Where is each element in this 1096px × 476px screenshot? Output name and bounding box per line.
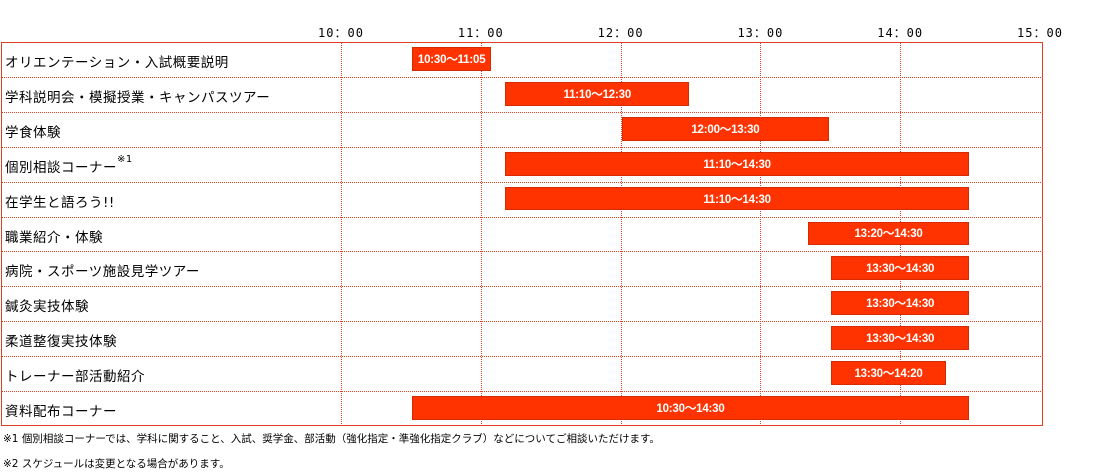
time-bar: 11:10〜14:30	[505, 186, 970, 211]
time-tick-label: 12：00	[597, 26, 644, 40]
event-label: オリエンテーション・入試概要説明	[5, 51, 229, 71]
event-label: 資料配布コーナー	[5, 400, 117, 420]
row-divider	[1, 76, 1043, 78]
time-bar: 13:30〜14:30	[831, 291, 970, 316]
time-bar: 12:00〜13:30	[621, 116, 830, 141]
time-tick-label: 10：00	[318, 26, 364, 40]
event-label: 職業紹介・体験	[5, 226, 103, 246]
time-bar: 10:30〜14:30	[411, 396, 970, 420]
time-bar: 10:30〜11:05	[411, 47, 492, 71]
row-divider	[1, 356, 1043, 358]
time-bar-label: 10:30〜14:30	[656, 402, 725, 415]
time-bar: 13:30〜14:30	[831, 326, 970, 351]
time-bar-label: 11:10〜14:30	[703, 158, 771, 171]
time-bar-label: 11:10〜12:30	[563, 88, 632, 101]
footnote: ※1 個別相談コーナーでは、学科に関すること、入試、奨学金、部活動（強化指定・準…	[3, 433, 660, 445]
row-divider	[1, 286, 1043, 288]
row-divider	[1, 391, 1043, 392]
event-label: 在学生と語ろう!!	[5, 191, 115, 211]
event-label: 病院・スポーツ施設見学ツアー	[5, 260, 200, 280]
time-bar-label: 11:10〜14:30	[703, 193, 771, 206]
event-label-text: オリエンテーション・入試概要説明	[5, 55, 229, 71]
time-grid-line	[760, 42, 762, 426]
event-label-text: 個別相談コーナー	[5, 159, 117, 176]
time-bar-label: 10:30〜11:05	[417, 53, 486, 66]
event-label: 学食体験	[5, 121, 61, 141]
time-bar: 11:10〜12:30	[505, 81, 690, 106]
time-bar: 13:30〜14:30	[831, 256, 970, 281]
row-divider	[1, 146, 1043, 148]
timeline-frame	[1, 42, 1043, 426]
footnote-mark: ※1	[117, 153, 133, 165]
row-divider	[1, 181, 1043, 183]
event-label-text: 学科説明会・模擬授業・キャンパスツアー	[5, 89, 271, 106]
time-tick-label: 14：00	[877, 26, 924, 40]
event-label: トレーナー部活動紹介	[5, 365, 145, 385]
time-grid-line	[341, 42, 342, 426]
row-divider	[1, 216, 1043, 218]
time-bar: 13:30〜14:20	[831, 361, 946, 385]
event-label: 個別相談コーナー※1	[5, 153, 133, 176]
time-bar: 11:10〜14:30	[505, 151, 970, 176]
time-tick-label: 15：00	[1017, 26, 1063, 40]
event-label-text: 病院・スポーツ施設見学ツアー	[5, 264, 200, 281]
time-bar-label: 12:00〜13:30	[691, 123, 760, 136]
event-label: 鍼灸実技体験	[5, 295, 89, 315]
time-bar: 13:20〜14:30	[808, 221, 970, 246]
event-label-text: 鍼灸実技体験	[5, 299, 89, 316]
time-bar-label: 13:30〜14:20	[854, 368, 923, 381]
time-grid-line	[480, 42, 482, 426]
event-label-text: 在学生と語ろう!!	[5, 194, 115, 211]
time-tick-label: 11：00	[457, 26, 504, 40]
event-label-text: 職業紹介・体験	[5, 229, 103, 246]
row-divider	[1, 251, 1043, 253]
footnote: ※2 スケジュールは変更となる場合があります。	[3, 458, 230, 470]
time-grid-line	[620, 42, 622, 426]
event-label: 柔道整復実技体験	[5, 330, 117, 350]
time-bar-label: 13:30〜14:30	[866, 298, 935, 311]
time-bar-label: 13:30〜14:30	[866, 333, 935, 346]
time-bar-label: 13:20〜14:30	[854, 228, 923, 241]
event-label-text: 学食体験	[5, 124, 61, 141]
event-label-text: トレーナー部活動紹介	[5, 369, 145, 386]
event-label: 学科説明会・模擬授業・キャンパスツアー	[5, 86, 270, 106]
row-divider	[1, 321, 1043, 323]
time-tick-label: 13：00	[737, 26, 784, 40]
row-divider	[1, 111, 1043, 113]
event-label-text: 柔道整復実技体験	[5, 334, 117, 351]
event-label-text: 資料配布コーナー	[5, 404, 117, 420]
time-bar-label: 13:30〜14:30	[866, 263, 935, 276]
